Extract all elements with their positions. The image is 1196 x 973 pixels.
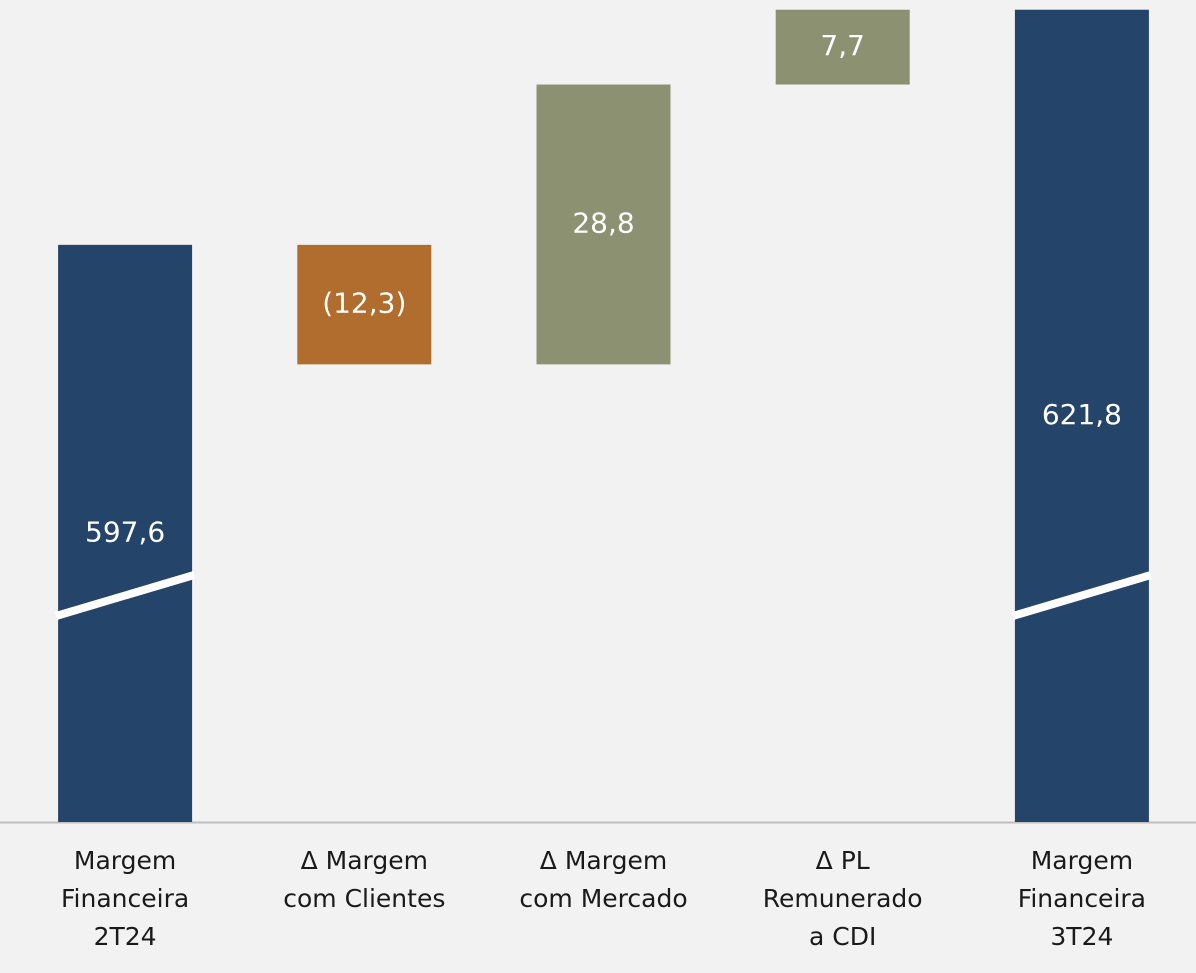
category-label: Margem Financeira 3T24 [1017, 846, 1146, 951]
category-label: Δ Margem com Clientes [283, 846, 446, 913]
bar [58, 244, 193, 822]
category-label: Δ PL Remunerado a CDI [762, 846, 923, 951]
value-label: 621,8 [1042, 398, 1122, 431]
value-label: 597,6 [85, 515, 165, 548]
value-label: (12,3) [322, 287, 406, 320]
bar [775, 9, 910, 85]
category-label: Margem Financeira 2T24 [61, 846, 190, 951]
category-label: Δ Margem com Mercado [519, 846, 688, 913]
value-label: 7,7 [820, 29, 865, 62]
axis-break [1011, 571, 1153, 620]
axis-break [54, 571, 196, 620]
bar [297, 244, 432, 365]
bar [1014, 9, 1149, 823]
bar [536, 84, 671, 365]
value-label: 28,8 [572, 206, 634, 239]
